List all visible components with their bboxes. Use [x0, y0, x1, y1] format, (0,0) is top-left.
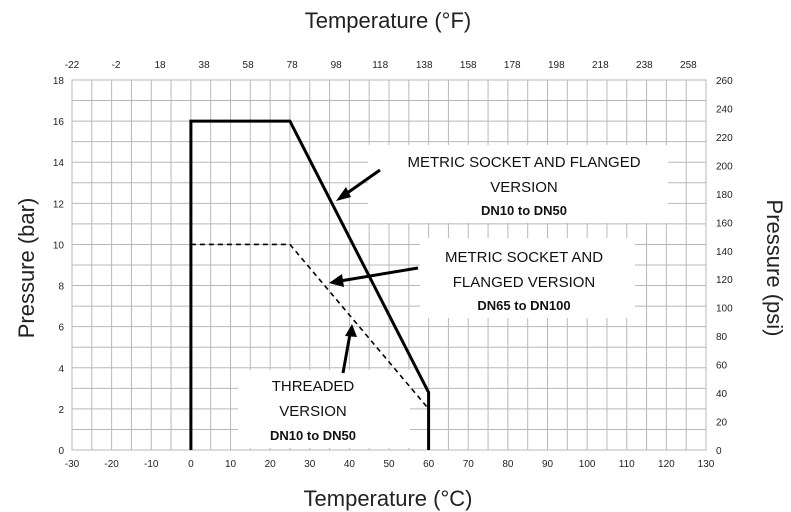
- x-bottom-tick-label: -30: [65, 459, 80, 470]
- x-top-tick-label: 158: [460, 60, 477, 71]
- x-top-tick-label: 98: [331, 60, 343, 71]
- x-top-tick-label: -2: [112, 60, 121, 71]
- y-right-tick-label: 0: [716, 446, 722, 457]
- x-bottom-tick-label: 110: [619, 459, 635, 470]
- y-right-tick-label: 220: [716, 133, 733, 144]
- annotation-1-line-2: VERSION: [490, 179, 558, 196]
- y-right-tick-label: 180: [716, 190, 733, 201]
- x-bottom-tick-label: 80: [502, 459, 514, 470]
- y-right-tick-label: 260: [716, 76, 733, 87]
- annotation-2-arrow: [339, 266, 419, 283]
- right-axis-title: Pressure (psi): [762, 200, 787, 337]
- annotation-arrows: [329, 168, 419, 374]
- y-left-tick-label: 8: [58, 282, 64, 293]
- x-bottom-tick-label: -10: [144, 459, 159, 470]
- y-right-tick-label: 160: [716, 218, 733, 229]
- annotation-3-bold: DN10 to DN50: [270, 428, 356, 443]
- x-top-tick-label: 118: [372, 60, 388, 71]
- bottom-axis-title: Temperature (°C): [304, 486, 473, 511]
- annotation-2-bold: DN65 to DN100: [477, 298, 570, 313]
- annotation-1-background: [368, 145, 668, 223]
- x-top-tick-label: 238: [636, 60, 653, 71]
- x-bottom-tick-label: -20: [104, 459, 119, 470]
- x-top-tick-label: 258: [680, 60, 697, 71]
- chart-series: [189, 119, 431, 450]
- y-right-tick-label: 240: [716, 104, 733, 115]
- y-left-tick-label: 4: [58, 364, 64, 375]
- x-bottom-tick-label: 30: [304, 459, 316, 470]
- x-top-tick-label: 18: [154, 60, 166, 71]
- x-bottom-tick-label: 90: [542, 459, 554, 470]
- annotation-texts: METRIC SOCKET AND FLANGED VERSION DN10 t…: [270, 154, 641, 443]
- annotation-2-line-2: FLANGED VERSION: [453, 274, 596, 291]
- y-right-tick-label: 40: [716, 389, 728, 400]
- annotation-2-arrowhead: [329, 274, 344, 287]
- y-left-tick-label: 16: [53, 117, 65, 128]
- axis-tick-labels: -30 -20 -10 0 10 20 30 40 50 60 70 80 90 100 110 120 130…: [53, 60, 733, 470]
- annotation-1-bold: DN10 to DN50: [481, 203, 567, 218]
- x-bottom-tick-label: 60: [423, 459, 435, 470]
- left-axis-title: Pressure (bar): [14, 198, 39, 339]
- y-right-tick-label: 100: [716, 304, 733, 315]
- x-top-tick-label: 58: [243, 60, 255, 71]
- top-axis-title: Temperature (°F): [305, 8, 472, 33]
- annotation-2-background: [420, 238, 635, 318]
- annotation-3-line-2: VERSION: [279, 403, 347, 420]
- y-left-tick-label: 12: [53, 199, 65, 210]
- y-left-tick-label: 6: [58, 323, 64, 334]
- y-right-tick-label: 80: [716, 332, 728, 343]
- x-bottom-tick-label: 70: [463, 459, 475, 470]
- x-top-tick-label: 38: [199, 60, 211, 71]
- x-bottom-tick-label: 130: [698, 459, 715, 470]
- y-left-tick-label: 0: [58, 446, 64, 457]
- x-bottom-tick-label: 50: [383, 459, 395, 470]
- y-left-tick-label: 2: [58, 405, 64, 416]
- annotation-3-arrowhead: [345, 324, 357, 337]
- x-bottom-tick-label: 120: [658, 459, 675, 470]
- x-top-tick-label: 218: [592, 60, 609, 71]
- annotation-3-arrow: [341, 333, 352, 374]
- series-2-line: [190, 243, 430, 410]
- annotation-backgrounds: [238, 145, 668, 448]
- annotation-1-arrowhead: [336, 187, 351, 201]
- annotation-3-line-1: THREADED: [272, 378, 355, 395]
- x-bottom-tick-label: 20: [265, 459, 277, 470]
- x-top-tick-label: 178: [504, 60, 521, 71]
- y-right-tick-label: 140: [716, 247, 733, 258]
- series-1-line: [189, 119, 431, 450]
- x-top-tick-label: 78: [287, 60, 299, 71]
- x-bottom-tick-label: 0: [188, 459, 194, 470]
- x-bottom-tick-label: 100: [579, 459, 596, 470]
- y-right-tick-label: 60: [716, 361, 728, 372]
- annotation-3-background: [238, 370, 410, 448]
- x-top-tick-label: 198: [548, 60, 565, 71]
- y-right-tick-label: 20: [716, 418, 728, 429]
- annotation-1-line-1: METRIC SOCKET AND FLANGED: [407, 154, 640, 171]
- y-left-tick-label: 18: [53, 76, 65, 87]
- x-top-tick-label: -22: [65, 60, 80, 71]
- annotation-2-line-1: METRIC SOCKET AND: [445, 249, 603, 266]
- y-left-tick-label: 14: [53, 158, 65, 169]
- annotation-1-arrow: [342, 168, 381, 198]
- x-bottom-tick-label: 40: [344, 459, 356, 470]
- x-top-tick-label: 138: [416, 60, 433, 71]
- y-right-tick-label: 200: [716, 161, 733, 172]
- x-bottom-tick-label: 10: [225, 459, 237, 470]
- y-left-tick-label: 10: [53, 240, 65, 251]
- y-right-tick-label: 120: [716, 275, 733, 286]
